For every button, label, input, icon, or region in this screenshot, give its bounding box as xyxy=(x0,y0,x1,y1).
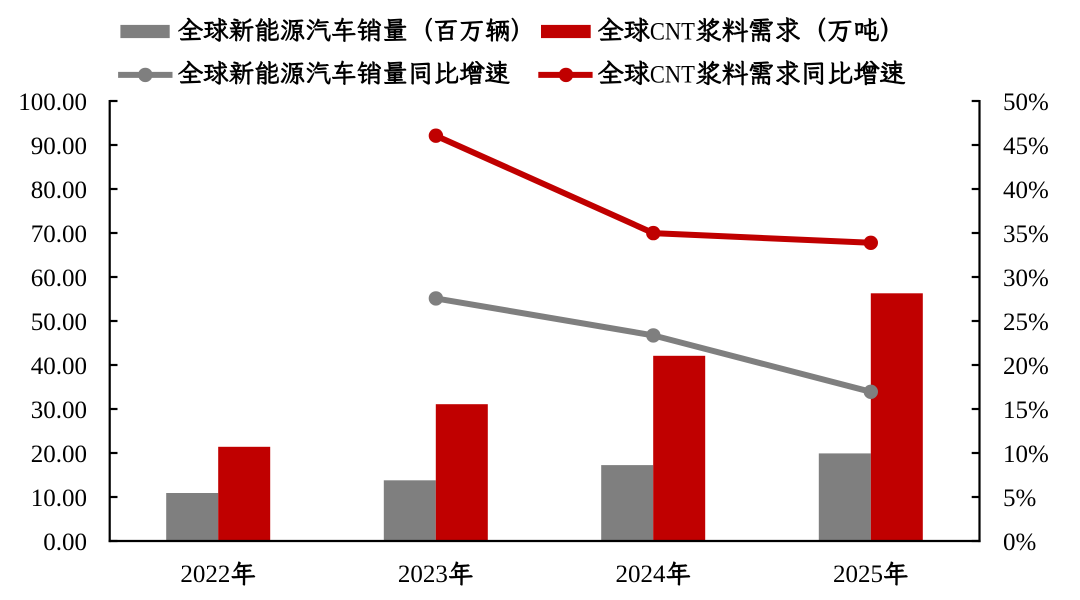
svg-text:30%: 30% xyxy=(1003,265,1049,292)
svg-text:45%: 45% xyxy=(1003,133,1049,160)
svg-text:2022: 2022 xyxy=(180,561,230,588)
svg-text:10%: 10% xyxy=(1003,441,1049,468)
svg-text:20%: 20% xyxy=(1003,353,1049,380)
svg-text:10.00: 10.00 xyxy=(31,485,87,512)
svg-text:60.00: 60.00 xyxy=(31,265,87,292)
svg-text:20.00: 20.00 xyxy=(31,441,87,468)
svg-text:0%: 0% xyxy=(1003,529,1036,556)
svg-text:0.00: 0.00 xyxy=(43,529,87,556)
svg-text:50.00: 50.00 xyxy=(31,309,87,336)
svg-text:30.00: 30.00 xyxy=(31,397,87,424)
svg-text:2024: 2024 xyxy=(616,561,667,588)
svg-text:35%: 35% xyxy=(1003,221,1049,248)
svg-text:90.00: 90.00 xyxy=(31,133,87,160)
svg-text:40.00: 40.00 xyxy=(31,353,87,380)
svg-text:100.00: 100.00 xyxy=(18,89,87,116)
svg-text:2025: 2025 xyxy=(833,561,883,588)
svg-text:80.00: 80.00 xyxy=(31,177,87,204)
svg-text:40%: 40% xyxy=(1003,177,1049,204)
svg-text:2023: 2023 xyxy=(398,561,448,588)
svg-text:15%: 15% xyxy=(1003,397,1049,424)
svg-text:70.00: 70.00 xyxy=(31,221,87,248)
svg-text:25%: 25% xyxy=(1003,309,1049,336)
svg-text:50%: 50% xyxy=(1003,89,1049,116)
svg-text:CNT: CNT xyxy=(650,61,695,88)
svg-text:5%: 5% xyxy=(1003,485,1036,512)
svg-text:CNT: CNT xyxy=(650,18,695,45)
